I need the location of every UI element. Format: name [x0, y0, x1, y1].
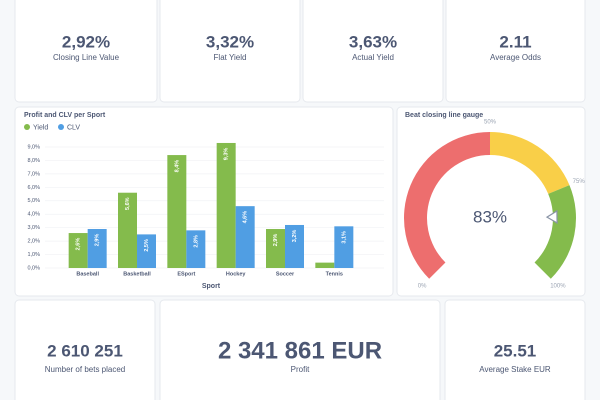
- x-tick-label: Hockey: [226, 271, 247, 277]
- bar: [87, 229, 107, 268]
- card: [302, 0, 444, 103]
- y-tick-label: 8,0%: [27, 158, 40, 164]
- y-tick-label: 7,0%: [27, 171, 40, 177]
- value-label: 4,6%: [243, 211, 249, 224]
- kpi-value: 3,32%: [206, 32, 254, 51]
- gauge-value: 83%: [473, 207, 507, 226]
- x-tick-label: ESport: [177, 271, 195, 277]
- bar: [68, 233, 88, 268]
- summary-label: Number of bets placed: [45, 365, 126, 374]
- y-tick-label: 0,0%: [27, 265, 40, 271]
- card: [14, 0, 158, 103]
- kpi-label: Actual Yield: [352, 53, 394, 62]
- gauge-title: Beat closing line gauge: [405, 112, 483, 119]
- bar: [167, 155, 187, 268]
- value-label: 2,9%: [95, 234, 101, 247]
- kpi-value: 2.11: [499, 32, 531, 51]
- card: [14, 299, 156, 400]
- legend-label: CLV: [67, 124, 80, 131]
- summary-value: 2 341 861 EUR: [218, 337, 382, 364]
- bar: [118, 192, 137, 268]
- y-tick-label: 2,0%: [27, 239, 40, 245]
- x-axis-title: Sport: [202, 283, 221, 290]
- legend-swatch: [24, 124, 30, 130]
- summary-label: Profit: [291, 365, 310, 374]
- value-label: 9,3%: [224, 148, 230, 161]
- card: [444, 299, 586, 400]
- bar: [186, 230, 206, 268]
- value-label: 2,8%: [193, 235, 199, 248]
- y-tick-label: 3,0%: [27, 225, 40, 231]
- y-tick-label: 6,0%: [27, 185, 40, 191]
- chart-title: Profit and CLV per Sport: [24, 112, 106, 119]
- summary-value: 25.51: [494, 341, 537, 360]
- value-label: 2,9%: [273, 234, 279, 247]
- gauge-tick-label: 0%: [418, 283, 427, 289]
- y-tick-label: 4,0%: [27, 212, 40, 218]
- gauge-segment: [490, 132, 570, 194]
- summary-value: 2 610 251: [47, 341, 123, 360]
- bar: [216, 142, 236, 268]
- card: [159, 0, 301, 103]
- x-tick-label: Basketball: [123, 271, 151, 277]
- x-tick-label: Tennis: [326, 271, 343, 277]
- value-label: 8,4%: [174, 160, 180, 173]
- gauge-tick-label: 100%: [550, 283, 566, 289]
- bar: [285, 224, 304, 268]
- value-label: 3,2%: [292, 230, 298, 243]
- kpi-label: Flat Yield: [214, 53, 247, 62]
- value-label: 5,6%: [125, 197, 131, 210]
- kpi-value: 2,92%: [62, 32, 110, 51]
- gauge-segment: [403, 132, 490, 279]
- summary-label: Average Stake EUR: [479, 365, 551, 374]
- bar: [137, 234, 156, 268]
- bar: [315, 262, 335, 268]
- kpi-label: Average Odds: [490, 53, 541, 62]
- bar: [266, 229, 285, 268]
- bar: [334, 226, 354, 268]
- kpi-value: 3,63%: [349, 32, 397, 51]
- y-tick-label: 1,0%: [27, 252, 40, 258]
- x-tick-label: Soccer: [276, 271, 295, 277]
- value-label: 2,6%: [76, 238, 82, 251]
- gauge-segment: [534, 185, 576, 279]
- card: [445, 0, 586, 103]
- gauge-tick-label: 50%: [484, 120, 497, 126]
- y-tick-label: 9,0%: [27, 144, 40, 150]
- value-label: 2,5%: [144, 239, 150, 252]
- gauge-pointer: [545, 209, 558, 224]
- x-tick-label: Baseball: [76, 271, 99, 277]
- kpi-label: Closing Line Value: [53, 53, 120, 62]
- y-tick-label: 5,0%: [27, 198, 40, 204]
- card: [159, 299, 441, 400]
- legend-label: Yield: [33, 124, 48, 131]
- legend-swatch: [58, 124, 64, 130]
- value-label: 3,1%: [341, 231, 347, 244]
- gauge-tick-label: 75%: [573, 179, 586, 185]
- bar: [235, 206, 255, 268]
